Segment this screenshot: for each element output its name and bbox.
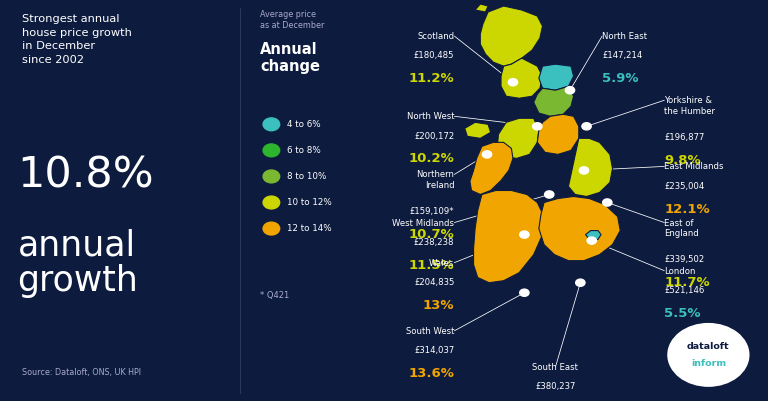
Text: Strongest annual
house price growth
in December
since 2002: Strongest annual house price growth in D… bbox=[22, 14, 132, 65]
Text: North East: North East bbox=[602, 32, 647, 41]
Polygon shape bbox=[538, 114, 579, 154]
Polygon shape bbox=[534, 86, 574, 116]
Text: 8 to 10%: 8 to 10% bbox=[287, 172, 326, 181]
Text: £204,835: £204,835 bbox=[414, 278, 455, 287]
Text: £314,037: £314,037 bbox=[414, 346, 455, 355]
Text: £147,214: £147,214 bbox=[602, 51, 642, 60]
Text: £196,877: £196,877 bbox=[664, 133, 705, 142]
Circle shape bbox=[582, 123, 591, 130]
Polygon shape bbox=[539, 64, 574, 90]
Circle shape bbox=[263, 144, 280, 157]
Text: 10.2%: 10.2% bbox=[409, 152, 455, 165]
Text: * Q421: * Q421 bbox=[260, 291, 290, 300]
Circle shape bbox=[520, 289, 529, 296]
Text: South West: South West bbox=[406, 327, 455, 336]
Circle shape bbox=[545, 191, 554, 198]
Polygon shape bbox=[474, 190, 544, 283]
Text: £200,172: £200,172 bbox=[414, 132, 455, 140]
Polygon shape bbox=[568, 138, 613, 196]
Text: London: London bbox=[664, 267, 696, 275]
Text: £238,238: £238,238 bbox=[414, 238, 455, 247]
Text: 6 to 8%: 6 to 8% bbox=[287, 146, 321, 155]
Circle shape bbox=[587, 237, 597, 244]
Circle shape bbox=[668, 324, 749, 386]
Text: Average price
as at December: Average price as at December bbox=[260, 10, 324, 30]
Text: South East: South East bbox=[532, 363, 578, 372]
Circle shape bbox=[579, 167, 588, 174]
Polygon shape bbox=[539, 196, 621, 261]
Text: Wales: Wales bbox=[429, 259, 455, 267]
Text: 10.7%: 10.7% bbox=[409, 228, 455, 241]
Circle shape bbox=[482, 151, 492, 158]
Text: Yorkshire &
the Humber: Yorkshire & the Humber bbox=[664, 96, 715, 115]
Text: Source: Dataloft, ONS, UK HPI: Source: Dataloft, ONS, UK HPI bbox=[22, 368, 141, 377]
Circle shape bbox=[263, 222, 280, 235]
Text: £521,146: £521,146 bbox=[664, 286, 704, 295]
Circle shape bbox=[263, 118, 280, 131]
Polygon shape bbox=[470, 142, 513, 194]
Circle shape bbox=[508, 79, 518, 86]
Circle shape bbox=[565, 87, 574, 94]
Text: 13%: 13% bbox=[423, 299, 455, 312]
Text: West Midlands: West Midlands bbox=[392, 219, 455, 227]
Text: annual
growth: annual growth bbox=[18, 229, 138, 298]
Text: dataloft: dataloft bbox=[687, 342, 730, 350]
Text: East Midlands: East Midlands bbox=[664, 162, 723, 171]
Text: 12 to 14%: 12 to 14% bbox=[287, 224, 332, 233]
Text: 11.5%: 11.5% bbox=[409, 259, 455, 271]
Text: 5.5%: 5.5% bbox=[664, 307, 701, 320]
Text: £339,502: £339,502 bbox=[664, 255, 704, 264]
Text: North West: North West bbox=[407, 112, 455, 121]
Text: Northern
Ireland: Northern Ireland bbox=[416, 170, 455, 190]
Text: Scotland: Scotland bbox=[417, 32, 455, 41]
Polygon shape bbox=[480, 6, 542, 66]
Polygon shape bbox=[501, 58, 542, 98]
Circle shape bbox=[533, 123, 542, 130]
Circle shape bbox=[603, 199, 612, 206]
Polygon shape bbox=[585, 231, 601, 240]
Text: 11.2%: 11.2% bbox=[409, 72, 455, 85]
Text: 11.7%: 11.7% bbox=[664, 276, 710, 289]
Circle shape bbox=[263, 196, 280, 209]
Text: 10.8%: 10.8% bbox=[18, 154, 154, 196]
Text: 5.9%: 5.9% bbox=[602, 72, 639, 85]
Circle shape bbox=[263, 170, 280, 183]
Text: £159,109*: £159,109* bbox=[410, 207, 455, 216]
Polygon shape bbox=[498, 118, 539, 158]
Text: East of
England: East of England bbox=[664, 219, 699, 238]
Text: £180,485: £180,485 bbox=[414, 51, 455, 60]
Polygon shape bbox=[465, 122, 491, 138]
Circle shape bbox=[520, 231, 529, 238]
Text: 10 to 12%: 10 to 12% bbox=[287, 198, 332, 207]
Text: inform: inform bbox=[691, 359, 726, 368]
Text: £235,004: £235,004 bbox=[664, 182, 704, 190]
Circle shape bbox=[576, 279, 585, 286]
Polygon shape bbox=[475, 4, 488, 12]
Text: 12.1%: 12.1% bbox=[664, 203, 710, 215]
Text: 13.6%: 13.6% bbox=[409, 367, 455, 380]
Text: Annual
change: Annual change bbox=[260, 42, 320, 74]
Text: 4 to 6%: 4 to 6% bbox=[287, 120, 320, 129]
Text: £380,237: £380,237 bbox=[535, 382, 576, 391]
Text: 9.8%: 9.8% bbox=[664, 154, 701, 166]
